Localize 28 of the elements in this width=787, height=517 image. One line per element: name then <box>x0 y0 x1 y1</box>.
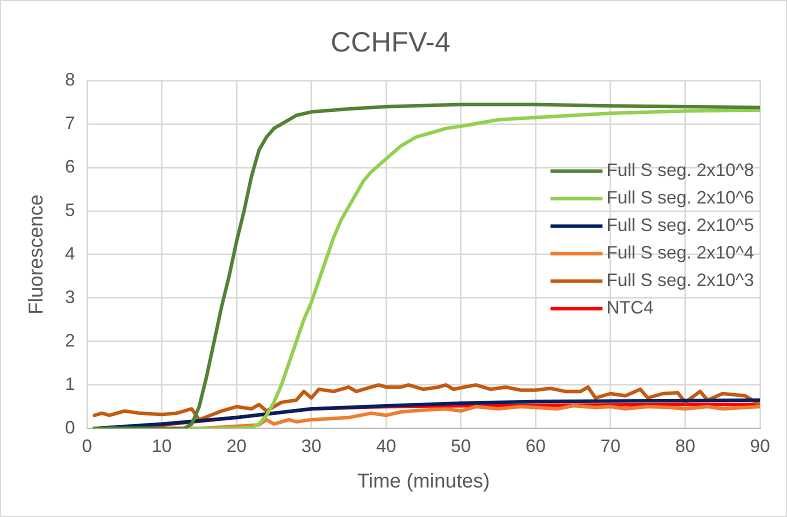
x-tick-label: 50 <box>450 436 471 456</box>
y-tick-label: 2 <box>64 330 76 350</box>
y-axis-title: Fluorescence <box>26 194 48 315</box>
x-tick-label: 0 <box>82 436 92 456</box>
x-tick-label: 20 <box>226 436 247 456</box>
y-tick-label: 3 <box>64 286 76 307</box>
x-tick-label: 30 <box>301 436 322 456</box>
x-tick-label: 90 <box>750 436 770 456</box>
legend-label: Full S seg. 2x10^5 <box>606 215 754 236</box>
x-tick-label: 40 <box>376 436 396 456</box>
x-tick-label: 10 <box>152 436 172 456</box>
legend-label: Full S seg. 2x10^3 <box>606 270 754 290</box>
legend-label: Full S seg. 2x10^6 <box>606 188 754 208</box>
y-tick-label: 0 <box>64 417 76 438</box>
y-tick-label: 4 <box>64 243 76 264</box>
x-tick-label: 60 <box>526 436 546 456</box>
y-tick-label: 1 <box>64 374 76 394</box>
chart-title: CCHFV-4 <box>330 26 450 58</box>
x-axis-title: Time (minutes) <box>357 470 490 493</box>
y-tick-label: 8 <box>64 70 76 90</box>
y-tick-label: 6 <box>64 156 76 177</box>
x-tick-label: 80 <box>675 436 696 456</box>
x-tick-label: 70 <box>600 436 620 456</box>
y-tick-label: 5 <box>64 200 76 220</box>
legend-label: Full S seg. 2x10^4 <box>606 242 754 263</box>
legend-label: Full S seg. 2x10^8 <box>606 160 754 180</box>
y-tick-label: 7 <box>64 113 76 134</box>
legend-label: NTC4 <box>606 298 654 318</box>
